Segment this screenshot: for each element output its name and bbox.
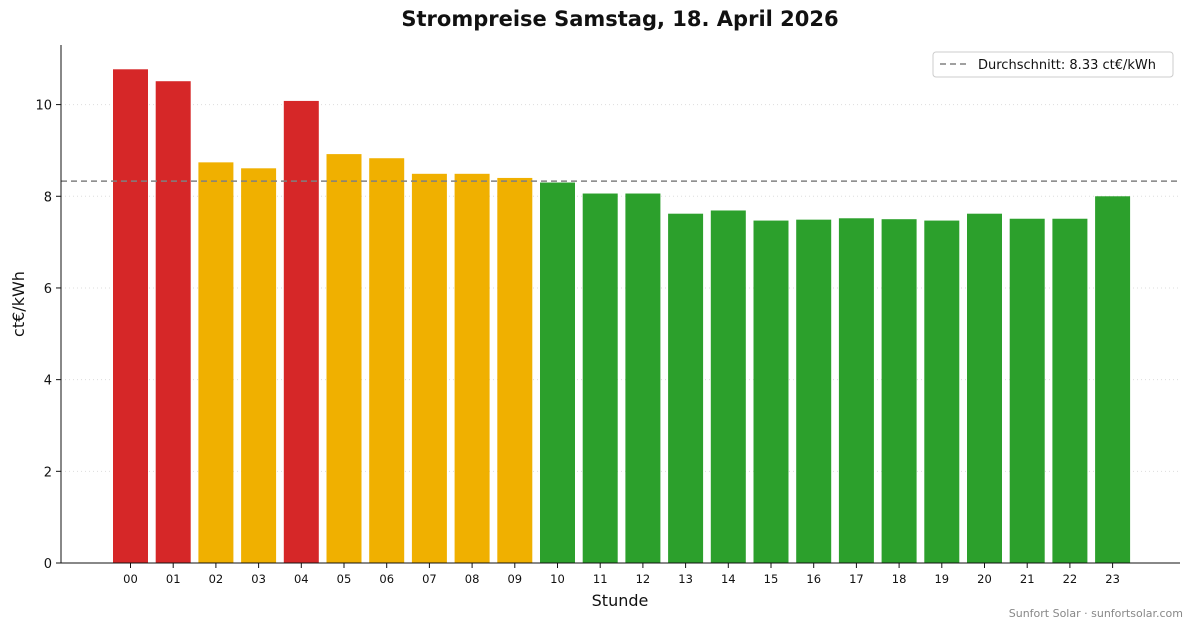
bar-hour-03 [241, 168, 277, 563]
x-tick-label: 10 [550, 572, 565, 586]
x-ticks: 00 01 02 03 04 05 06 07 08 09 10 11 12 13 14 15 16 17 18 19… [123, 563, 1120, 586]
legend: Durchschnitt: 8.33 ct€/kWh [932, 51, 1174, 78]
y-tick-label: 6 [44, 282, 52, 297]
bar-hour-22 [1052, 218, 1088, 564]
bar-hour-11 [582, 193, 618, 563]
bar-hour-20 [967, 213, 1002, 564]
x-tick-label: 05 [337, 572, 352, 586]
legend-average-label: Durchschnitt: 8.33 ct€/kWh [978, 58, 1156, 73]
x-tick-label: 17 [849, 572, 864, 586]
x-tick-label: 07 [422, 572, 437, 586]
bar-hour-21 [1009, 218, 1045, 564]
bar-hour-13 [668, 213, 704, 564]
x-tick-label: 16 [806, 572, 821, 586]
x-axis-label: Stunde [592, 591, 649, 610]
x-tick-label: 18 [892, 572, 907, 586]
legend-box [932, 51, 1174, 78]
x-tick-label: 20 [977, 572, 992, 586]
bar-hour-12 [625, 193, 661, 563]
x-tick-label: 09 [507, 572, 522, 586]
y-tick-label: 2 [44, 465, 52, 480]
bar-hour-04 [283, 100, 319, 564]
chart-title: Strompreise Samstag, 18. April 2026 [401, 7, 838, 31]
x-tick-label: 19 [934, 572, 949, 586]
bar-series [113, 69, 1131, 564]
bar-hour-15 [753, 220, 789, 563]
bar-hour-08 [454, 173, 490, 564]
x-tick-label: 01 [166, 572, 181, 586]
bar-hour-14 [710, 210, 746, 563]
bar-hour-09 [497, 177, 533, 563]
bar-hour-06 [369, 158, 405, 563]
y-tick-label: 4 [44, 374, 52, 389]
bar-hour-02 [198, 162, 234, 563]
y-tick-label: 8 [44, 190, 52, 205]
y-axis-label: ct€/kWh [9, 271, 28, 337]
bar-hour-16 [796, 219, 832, 564]
x-tick-label: 13 [678, 572, 693, 586]
x-tick-label: 11 [593, 572, 608, 586]
x-tick-label: 06 [379, 572, 394, 586]
bar-hour-17 [838, 218, 874, 563]
x-tick-label: 14 [721, 572, 736, 586]
bar-hour-19 [924, 220, 960, 563]
y-tick-label: 10 [35, 99, 52, 114]
x-tick-label: 02 [209, 572, 224, 586]
x-tick-label: 23 [1105, 572, 1120, 586]
bar-hour-05 [326, 154, 362, 563]
y-ticks: 0 2 4 6 8 10 [35, 99, 61, 572]
x-tick-label: 03 [251, 572, 266, 586]
x-tick-label: 15 [764, 572, 779, 586]
bar-hour-01 [155, 81, 191, 563]
x-tick-label: 00 [123, 572, 138, 586]
bar-hour-18 [881, 219, 917, 563]
x-tick-label: 08 [465, 572, 480, 586]
x-tick-label: 22 [1063, 572, 1078, 586]
x-tick-label: 21 [1020, 572, 1035, 586]
bar-hour-23 [1095, 196, 1131, 563]
x-tick-label: 12 [636, 572, 651, 586]
bar-hour-10 [540, 182, 575, 563]
y-tick-label: 0 [44, 557, 52, 572]
credit-text: Sunfort Solar · sunfortsolar.com [1009, 607, 1183, 620]
bar-hour-07 [411, 173, 447, 564]
x-tick-label: 04 [294, 572, 309, 586]
bar-hour-00 [113, 69, 148, 563]
